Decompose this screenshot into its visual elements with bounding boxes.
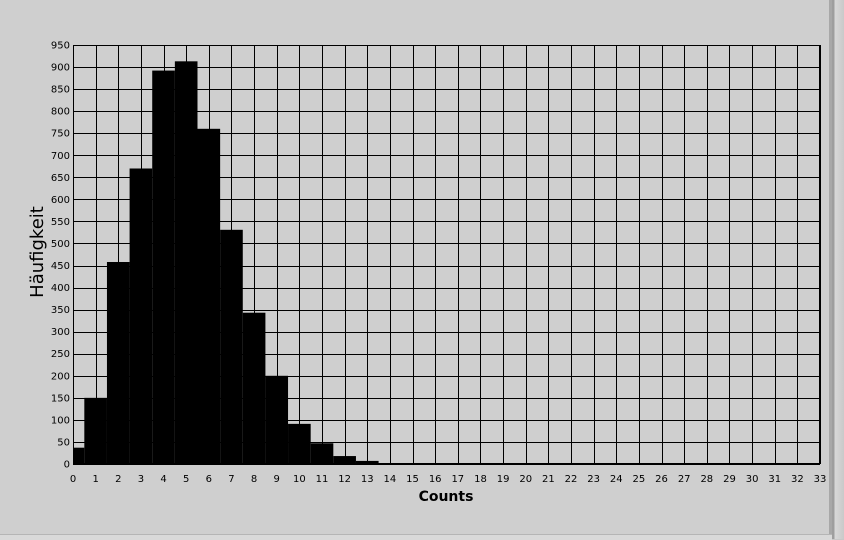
y-tick-label: 650 <box>51 173 70 184</box>
x-tick-label: 30 <box>746 474 759 485</box>
panel-edge <box>832 0 844 539</box>
histogram-bar <box>333 456 356 464</box>
histogram-bar <box>197 128 221 465</box>
x-tick-label: 28 <box>700 474 713 485</box>
x-tick-label: 1 <box>92 474 98 485</box>
x-tick-label: 7 <box>228 474 234 485</box>
x-tick-label: 9 <box>274 474 280 485</box>
histogram-bar <box>288 423 311 464</box>
plot-frame <box>73 45 820 464</box>
bars <box>73 61 379 465</box>
x-tick-label: 10 <box>293 474 306 485</box>
x-tick-label: 29 <box>723 474 736 485</box>
x-tick-label: 33 <box>814 474 827 485</box>
x-tick-label: 12 <box>338 474 351 485</box>
x-tick-label: 18 <box>474 474 487 485</box>
x-tick-label: 16 <box>429 474 442 485</box>
y-tick-label: 700 <box>51 151 70 162</box>
x-tick-label: 24 <box>610 474 623 485</box>
x-tick-label: 13 <box>361 474 374 485</box>
y-tick-label: 950 <box>51 41 70 52</box>
x-tick-label: 27 <box>678 474 691 485</box>
histogram-bar <box>355 460 379 464</box>
x-tick-label: 2 <box>115 474 121 485</box>
histogram-bar <box>152 70 175 464</box>
panel-bottom-edge <box>0 534 832 540</box>
x-tick-label: 19 <box>497 474 510 485</box>
y-tick-label: 550 <box>51 217 70 228</box>
x-tick-label: 11 <box>316 474 329 485</box>
y-axis-title: Häufigkeit <box>27 206 48 298</box>
y-tick-label: 850 <box>51 85 70 96</box>
y-tick-label: 100 <box>51 415 70 426</box>
x-tick-label: 5 <box>183 474 189 485</box>
y-tick-label: 400 <box>51 283 70 294</box>
y-tick-label: 800 <box>51 107 70 118</box>
x-tick-label: 15 <box>406 474 419 485</box>
x-tick-label: 0 <box>70 474 76 485</box>
x-tick-label: 31 <box>768 474 781 485</box>
x-tick-label: 3 <box>138 474 144 485</box>
x-tick-label: 32 <box>791 474 804 485</box>
x-tick-label: 14 <box>384 474 397 485</box>
plot-border <box>73 45 820 464</box>
y-tick-label: 250 <box>51 349 70 360</box>
x-axis-title: Counts <box>419 489 474 505</box>
y-tick-label: 0 <box>64 460 70 471</box>
y-tick-label: 500 <box>51 239 70 250</box>
x-tick-labels: 0 1 2 3 4 5 6 7 8 9 10 11 12 13 14 15 16 17 18 19 20 21 22 23 24… <box>70 474 827 485</box>
x-tick-label: 26 <box>655 474 668 485</box>
y-tick-label: 200 <box>51 371 70 382</box>
x-tick-label: 25 <box>633 474 646 485</box>
histogram-bar <box>220 229 243 464</box>
x-tick-label: 8 <box>251 474 257 485</box>
y-tick-labels: 0 50 100 150 200 250 300 350 400 450 500 550 600 650 7… <box>51 41 70 471</box>
y-tick-label: 450 <box>51 261 70 272</box>
x-tick-label: 20 <box>519 474 532 485</box>
x-tick-label: 4 <box>160 474 166 485</box>
y-tick-label: 150 <box>51 393 70 404</box>
y-tick-label: 350 <box>51 305 70 316</box>
x-tick-label: 21 <box>542 474 555 485</box>
y-tick-label: 900 <box>51 63 70 74</box>
x-tick-label: 17 <box>451 474 464 485</box>
histogram-bar <box>129 168 153 464</box>
x-tick-label: 22 <box>565 474 578 485</box>
histogram-bar <box>265 375 289 464</box>
y-tick-label: 50 <box>57 437 70 448</box>
histogram-bar <box>106 261 130 464</box>
histogram-bar <box>310 443 334 464</box>
histogram-bar <box>242 312 266 464</box>
histogram-bar <box>84 397 107 464</box>
y-tick-label: 600 <box>51 195 70 206</box>
y-tick-label: 750 <box>51 129 70 140</box>
y-tick-label: 300 <box>51 327 70 338</box>
x-tick-label: 23 <box>587 474 600 485</box>
histogram-bar <box>174 61 198 465</box>
histogram-bar <box>73 447 85 464</box>
x-tick-label: 6 <box>206 474 212 485</box>
